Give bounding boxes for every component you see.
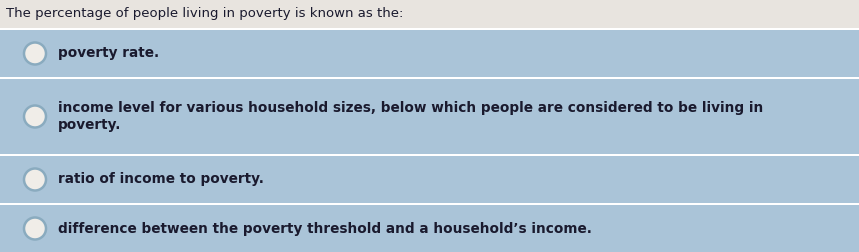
- Text: The percentage of people living in poverty is known as the:: The percentage of people living in pover…: [6, 8, 404, 20]
- Bar: [0, 30, 859, 77]
- Bar: [0, 154, 859, 156]
- Circle shape: [24, 169, 46, 191]
- Bar: [0, 203, 859, 205]
- Text: ratio of income to poverty.: ratio of income to poverty.: [58, 173, 264, 186]
- Bar: [0, 156, 859, 203]
- Circle shape: [24, 106, 46, 128]
- Text: poverty rate.: poverty rate.: [58, 47, 159, 60]
- Bar: [0, 28, 859, 30]
- Text: difference between the poverty threshold and a household’s income.: difference between the poverty threshold…: [58, 222, 592, 236]
- Bar: [0, 77, 859, 79]
- Circle shape: [24, 43, 46, 65]
- Bar: [0, 0, 859, 28]
- Bar: [0, 79, 859, 154]
- Circle shape: [24, 217, 46, 239]
- Bar: [0, 205, 859, 252]
- Text: income level for various household sizes, below which people are considered to b: income level for various household sizes…: [58, 101, 764, 132]
